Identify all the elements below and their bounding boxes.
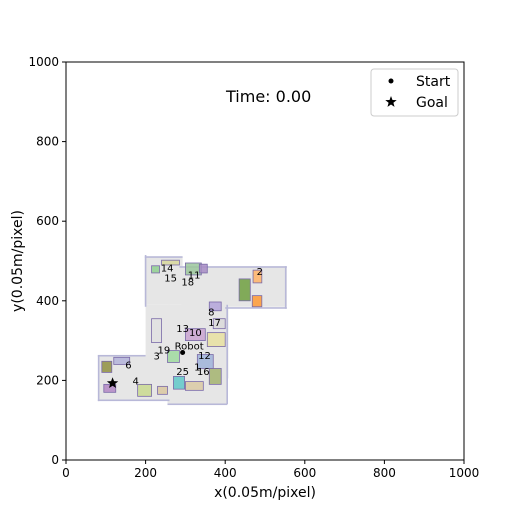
object-label: 19	[158, 345, 171, 356]
object-label: 11	[188, 271, 201, 282]
object-label: 17	[208, 318, 221, 329]
object-label: 4	[132, 376, 138, 387]
x-tick-label: 400	[214, 466, 237, 480]
goal-star-marker	[106, 377, 119, 389]
y-tick-label: 0	[51, 453, 59, 467]
y-tick-label: 1000	[28, 55, 59, 69]
map-layer	[97, 255, 287, 406]
object-label: 2	[257, 267, 263, 278]
object-label: 13	[176, 324, 189, 335]
object-label: 1	[194, 362, 200, 373]
object-label: 16	[197, 367, 210, 378]
furniture-object	[251, 295, 263, 308]
furniture-object	[206, 332, 226, 347]
wall-segment	[144, 256, 183, 258]
furniture-object	[184, 328, 206, 342]
object-label: 25	[176, 367, 189, 378]
furniture-object	[252, 269, 263, 284]
y-tick-label: 600	[36, 214, 59, 228]
furniture-object	[212, 318, 226, 330]
furniture-object	[113, 356, 131, 365]
wall-segment	[97, 354, 146, 357]
wall-segment	[97, 355, 100, 402]
object-label: 18	[181, 278, 194, 289]
x-axis-label: x(0.05m/pixel)	[214, 485, 316, 501]
y-axis-ticks: 0 200 400 600 800 1000	[28, 55, 66, 467]
object-label: 6	[125, 360, 131, 371]
furniture-object	[167, 350, 180, 363]
wall-segment	[167, 403, 228, 406]
furniture-object	[157, 385, 168, 395]
wall-segment	[284, 266, 287, 309]
object-label: 10	[189, 328, 202, 339]
wall-segment	[225, 307, 287, 309]
x-tick-label: 0	[62, 466, 70, 480]
furniture-object	[173, 376, 186, 390]
object-label: 14	[161, 263, 174, 274]
object-label: 8	[208, 308, 214, 319]
y-tick-label: 200	[36, 373, 59, 387]
furniture-object	[103, 383, 117, 393]
x-tick-label: 200	[134, 466, 157, 480]
object-label: 12	[198, 351, 211, 362]
legend-start-dot-icon	[388, 78, 394, 84]
x-tick-label: 1000	[449, 466, 480, 480]
furniture-object	[208, 368, 222, 385]
legend-start-label: Start	[416, 74, 451, 90]
wall-segment	[226, 304, 228, 405]
furniture-object	[198, 263, 208, 274]
furniture-object	[238, 278, 251, 302]
furniture-object	[184, 381, 204, 391]
furniture-object	[151, 265, 160, 274]
x-tick-label: 800	[373, 466, 396, 480]
furniture-object	[137, 383, 152, 397]
furniture-object	[101, 360, 113, 373]
furniture-object	[151, 318, 162, 343]
object-label: 3	[154, 352, 160, 363]
x-axis-ticks: 0 200 400 600 800 1000	[62, 460, 479, 480]
wall-segment	[144, 255, 147, 307]
robot-start-marker	[180, 350, 186, 356]
furniture-object	[161, 259, 180, 266]
wall-segment	[179, 266, 287, 268]
robot-label: Robot	[175, 342, 204, 353]
object-label: 15	[164, 274, 177, 285]
x-tick-label: 600	[293, 466, 316, 480]
y-axis-label: y(0.05m/pixel)	[10, 210, 26, 312]
legend-goal-label: Goal	[416, 95, 448, 111]
wall-segment	[97, 399, 170, 402]
furniture-object	[196, 354, 214, 369]
furniture-object	[208, 301, 222, 312]
legend: Start Goal	[370, 68, 459, 117]
time-display: Time: 0.00	[225, 87, 311, 106]
y-tick-label: 800	[36, 135, 59, 149]
legend-goal-star-icon	[385, 96, 397, 107]
y-tick-label: 400	[36, 294, 59, 308]
